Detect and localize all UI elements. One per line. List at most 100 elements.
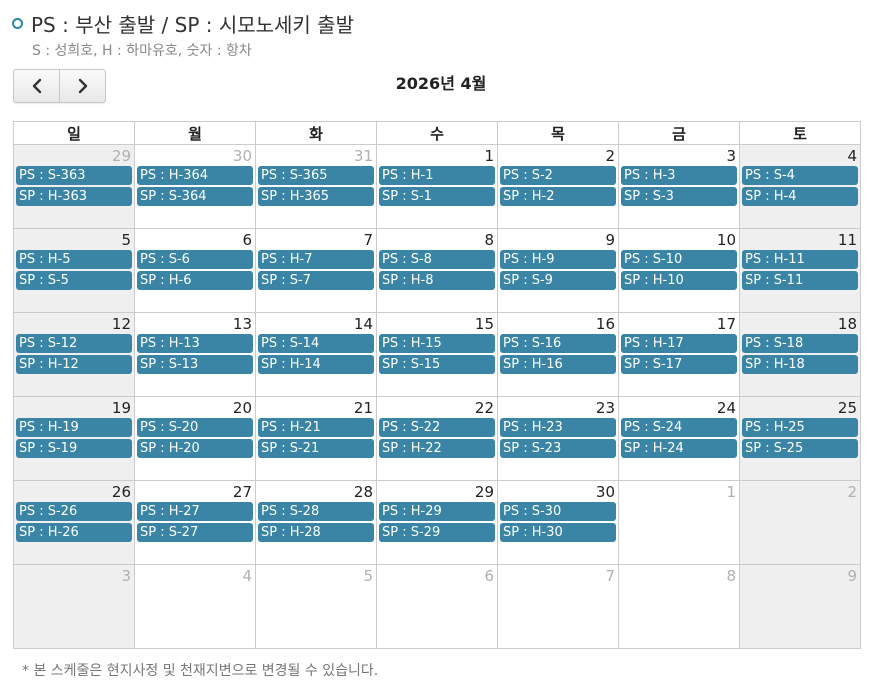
day-cell[interactable]: 9 bbox=[739, 564, 861, 649]
schedule-event[interactable]: SP : H-26 bbox=[16, 523, 132, 542]
day-cell[interactable]: 11 PS : H-11 SP : S-11 bbox=[739, 228, 861, 313]
day-cell[interactable]: 12 PS : S-12 SP : H-12 bbox=[13, 312, 135, 397]
day-cell[interactable]: 19 PS : H-19 SP : S-19 bbox=[13, 396, 135, 481]
schedule-event[interactable]: PS : S-30 bbox=[500, 502, 616, 521]
schedule-event[interactable]: SP : H-4 bbox=[742, 187, 858, 206]
day-cell[interactable]: 15 PS : H-15 SP : S-15 bbox=[376, 312, 498, 397]
schedule-event[interactable]: SP : H-24 bbox=[621, 439, 737, 458]
day-cell[interactable]: 14 PS : S-14 SP : H-14 bbox=[255, 312, 377, 397]
schedule-event[interactable]: PS : S-12 bbox=[16, 334, 132, 353]
day-cell[interactable]: 1 PS : H-1 SP : S-1 bbox=[376, 144, 498, 229]
schedule-event[interactable]: SP : H-363 bbox=[16, 187, 132, 206]
day-cell[interactable]: 5 bbox=[255, 564, 377, 649]
day-cell[interactable]: 13 PS : H-13 SP : S-13 bbox=[134, 312, 256, 397]
schedule-event[interactable]: PS : H-27 bbox=[137, 502, 253, 521]
day-cell[interactable]: 30 PS : H-364 SP : S-364 bbox=[134, 144, 256, 229]
day-cell[interactable]: 23 PS : H-23 SP : S-23 bbox=[497, 396, 619, 481]
schedule-event[interactable]: SP : S-27 bbox=[137, 523, 253, 542]
schedule-event[interactable]: SP : S-11 bbox=[742, 271, 858, 290]
day-cell[interactable]: 25 PS : H-25 SP : S-25 bbox=[739, 396, 861, 481]
day-cell[interactable]: 4 bbox=[134, 564, 256, 649]
schedule-event[interactable]: SP : H-18 bbox=[742, 355, 858, 374]
day-cell[interactable]: 4 PS : S-4 SP : H-4 bbox=[739, 144, 861, 229]
schedule-event[interactable]: SP : S-21 bbox=[258, 439, 374, 458]
day-cell[interactable]: 17 PS : H-17 SP : S-17 bbox=[618, 312, 740, 397]
schedule-event[interactable]: PS : H-29 bbox=[379, 502, 495, 521]
schedule-event[interactable]: PS : S-6 bbox=[137, 250, 253, 269]
schedule-event[interactable]: PS : S-18 bbox=[742, 334, 858, 353]
day-cell[interactable]: 29 PS : S-363 SP : H-363 bbox=[13, 144, 135, 229]
schedule-event[interactable]: PS : H-5 bbox=[16, 250, 132, 269]
day-cell[interactable]: 6 PS : S-6 SP : H-6 bbox=[134, 228, 256, 313]
schedule-event[interactable]: SP : H-22 bbox=[379, 439, 495, 458]
schedule-event[interactable]: PS : S-10 bbox=[621, 250, 737, 269]
schedule-event[interactable]: SP : S-1 bbox=[379, 187, 495, 206]
day-cell[interactable]: 5 PS : H-5 SP : S-5 bbox=[13, 228, 135, 313]
day-cell[interactable]: 16 PS : S-16 SP : H-16 bbox=[497, 312, 619, 397]
schedule-event[interactable]: PS : H-25 bbox=[742, 418, 858, 437]
day-cell[interactable]: 27 PS : H-27 SP : S-27 bbox=[134, 480, 256, 565]
day-cell[interactable]: 8 PS : S-8 SP : H-8 bbox=[376, 228, 498, 313]
day-cell[interactable]: 8 bbox=[618, 564, 740, 649]
schedule-event[interactable]: SP : H-8 bbox=[379, 271, 495, 290]
schedule-event[interactable]: PS : S-22 bbox=[379, 418, 495, 437]
schedule-event[interactable]: PS : H-1 bbox=[379, 166, 495, 185]
schedule-event[interactable]: SP : H-20 bbox=[137, 439, 253, 458]
day-cell[interactable]: 9 PS : H-9 SP : S-9 bbox=[497, 228, 619, 313]
schedule-event[interactable]: SP : S-7 bbox=[258, 271, 374, 290]
schedule-event[interactable]: PS : S-8 bbox=[379, 250, 495, 269]
schedule-event[interactable]: PS : S-363 bbox=[16, 166, 132, 185]
day-cell[interactable]: 22 PS : S-22 SP : H-22 bbox=[376, 396, 498, 481]
schedule-event[interactable]: SP : H-6 bbox=[137, 271, 253, 290]
schedule-event[interactable]: SP : H-28 bbox=[258, 523, 374, 542]
schedule-event[interactable]: SP : H-365 bbox=[258, 187, 374, 206]
schedule-event[interactable]: PS : H-21 bbox=[258, 418, 374, 437]
schedule-event[interactable]: PS : S-20 bbox=[137, 418, 253, 437]
day-cell[interactable]: 18 PS : S-18 SP : H-18 bbox=[739, 312, 861, 397]
day-cell[interactable]: 7 bbox=[497, 564, 619, 649]
day-cell[interactable]: 2 bbox=[739, 480, 861, 565]
schedule-event[interactable]: PS : S-2 bbox=[500, 166, 616, 185]
day-cell[interactable]: 10 PS : S-10 SP : H-10 bbox=[618, 228, 740, 313]
schedule-event[interactable]: SP : H-16 bbox=[500, 355, 616, 374]
schedule-event[interactable]: SP : S-9 bbox=[500, 271, 616, 290]
day-cell[interactable]: 29 PS : H-29 SP : S-29 bbox=[376, 480, 498, 565]
schedule-event[interactable]: PS : S-26 bbox=[16, 502, 132, 521]
day-cell[interactable]: 3 PS : H-3 SP : S-3 bbox=[618, 144, 740, 229]
day-cell[interactable]: 26 PS : S-26 SP : H-26 bbox=[13, 480, 135, 565]
prev-month-button[interactable] bbox=[14, 70, 59, 102]
schedule-event[interactable]: SP : H-30 bbox=[500, 523, 616, 542]
schedule-event[interactable]: SP : S-17 bbox=[621, 355, 737, 374]
schedule-event[interactable]: PS : H-11 bbox=[742, 250, 858, 269]
schedule-event[interactable]: PS : S-24 bbox=[621, 418, 737, 437]
schedule-event[interactable]: PS : H-23 bbox=[500, 418, 616, 437]
schedule-event[interactable]: PS : S-14 bbox=[258, 334, 374, 353]
schedule-event[interactable]: SP : H-2 bbox=[500, 187, 616, 206]
schedule-event[interactable]: SP : S-3 bbox=[621, 187, 737, 206]
day-cell[interactable]: 20 PS : S-20 SP : H-20 bbox=[134, 396, 256, 481]
schedule-event[interactable]: PS : H-19 bbox=[16, 418, 132, 437]
schedule-event[interactable]: PS : S-365 bbox=[258, 166, 374, 185]
schedule-event[interactable]: PS : H-9 bbox=[500, 250, 616, 269]
schedule-event[interactable]: SP : H-14 bbox=[258, 355, 374, 374]
day-cell[interactable]: 3 bbox=[13, 564, 135, 649]
next-month-button[interactable] bbox=[59, 70, 105, 102]
schedule-event[interactable]: PS : H-364 bbox=[137, 166, 253, 185]
day-cell[interactable]: 7 PS : H-7 SP : S-7 bbox=[255, 228, 377, 313]
day-cell[interactable]: 21 PS : H-21 SP : S-21 bbox=[255, 396, 377, 481]
schedule-event[interactable]: SP : H-10 bbox=[621, 271, 737, 290]
schedule-event[interactable]: SP : S-13 bbox=[137, 355, 253, 374]
schedule-event[interactable]: SP : S-29 bbox=[379, 523, 495, 542]
day-cell[interactable]: 2 PS : S-2 SP : H-2 bbox=[497, 144, 619, 229]
day-cell[interactable]: 28 PS : S-28 SP : H-28 bbox=[255, 480, 377, 565]
schedule-event[interactable]: SP : S-25 bbox=[742, 439, 858, 458]
schedule-event[interactable]: PS : S-28 bbox=[258, 502, 374, 521]
schedule-event[interactable]: PS : H-3 bbox=[621, 166, 737, 185]
day-cell[interactable]: 1 bbox=[618, 480, 740, 565]
day-cell[interactable]: 30 PS : S-30 SP : H-30 bbox=[497, 480, 619, 565]
schedule-event[interactable]: SP : H-12 bbox=[16, 355, 132, 374]
schedule-event[interactable]: PS : H-15 bbox=[379, 334, 495, 353]
schedule-event[interactable]: SP : S-15 bbox=[379, 355, 495, 374]
schedule-event[interactable]: PS : S-4 bbox=[742, 166, 858, 185]
schedule-event[interactable]: PS : H-17 bbox=[621, 334, 737, 353]
